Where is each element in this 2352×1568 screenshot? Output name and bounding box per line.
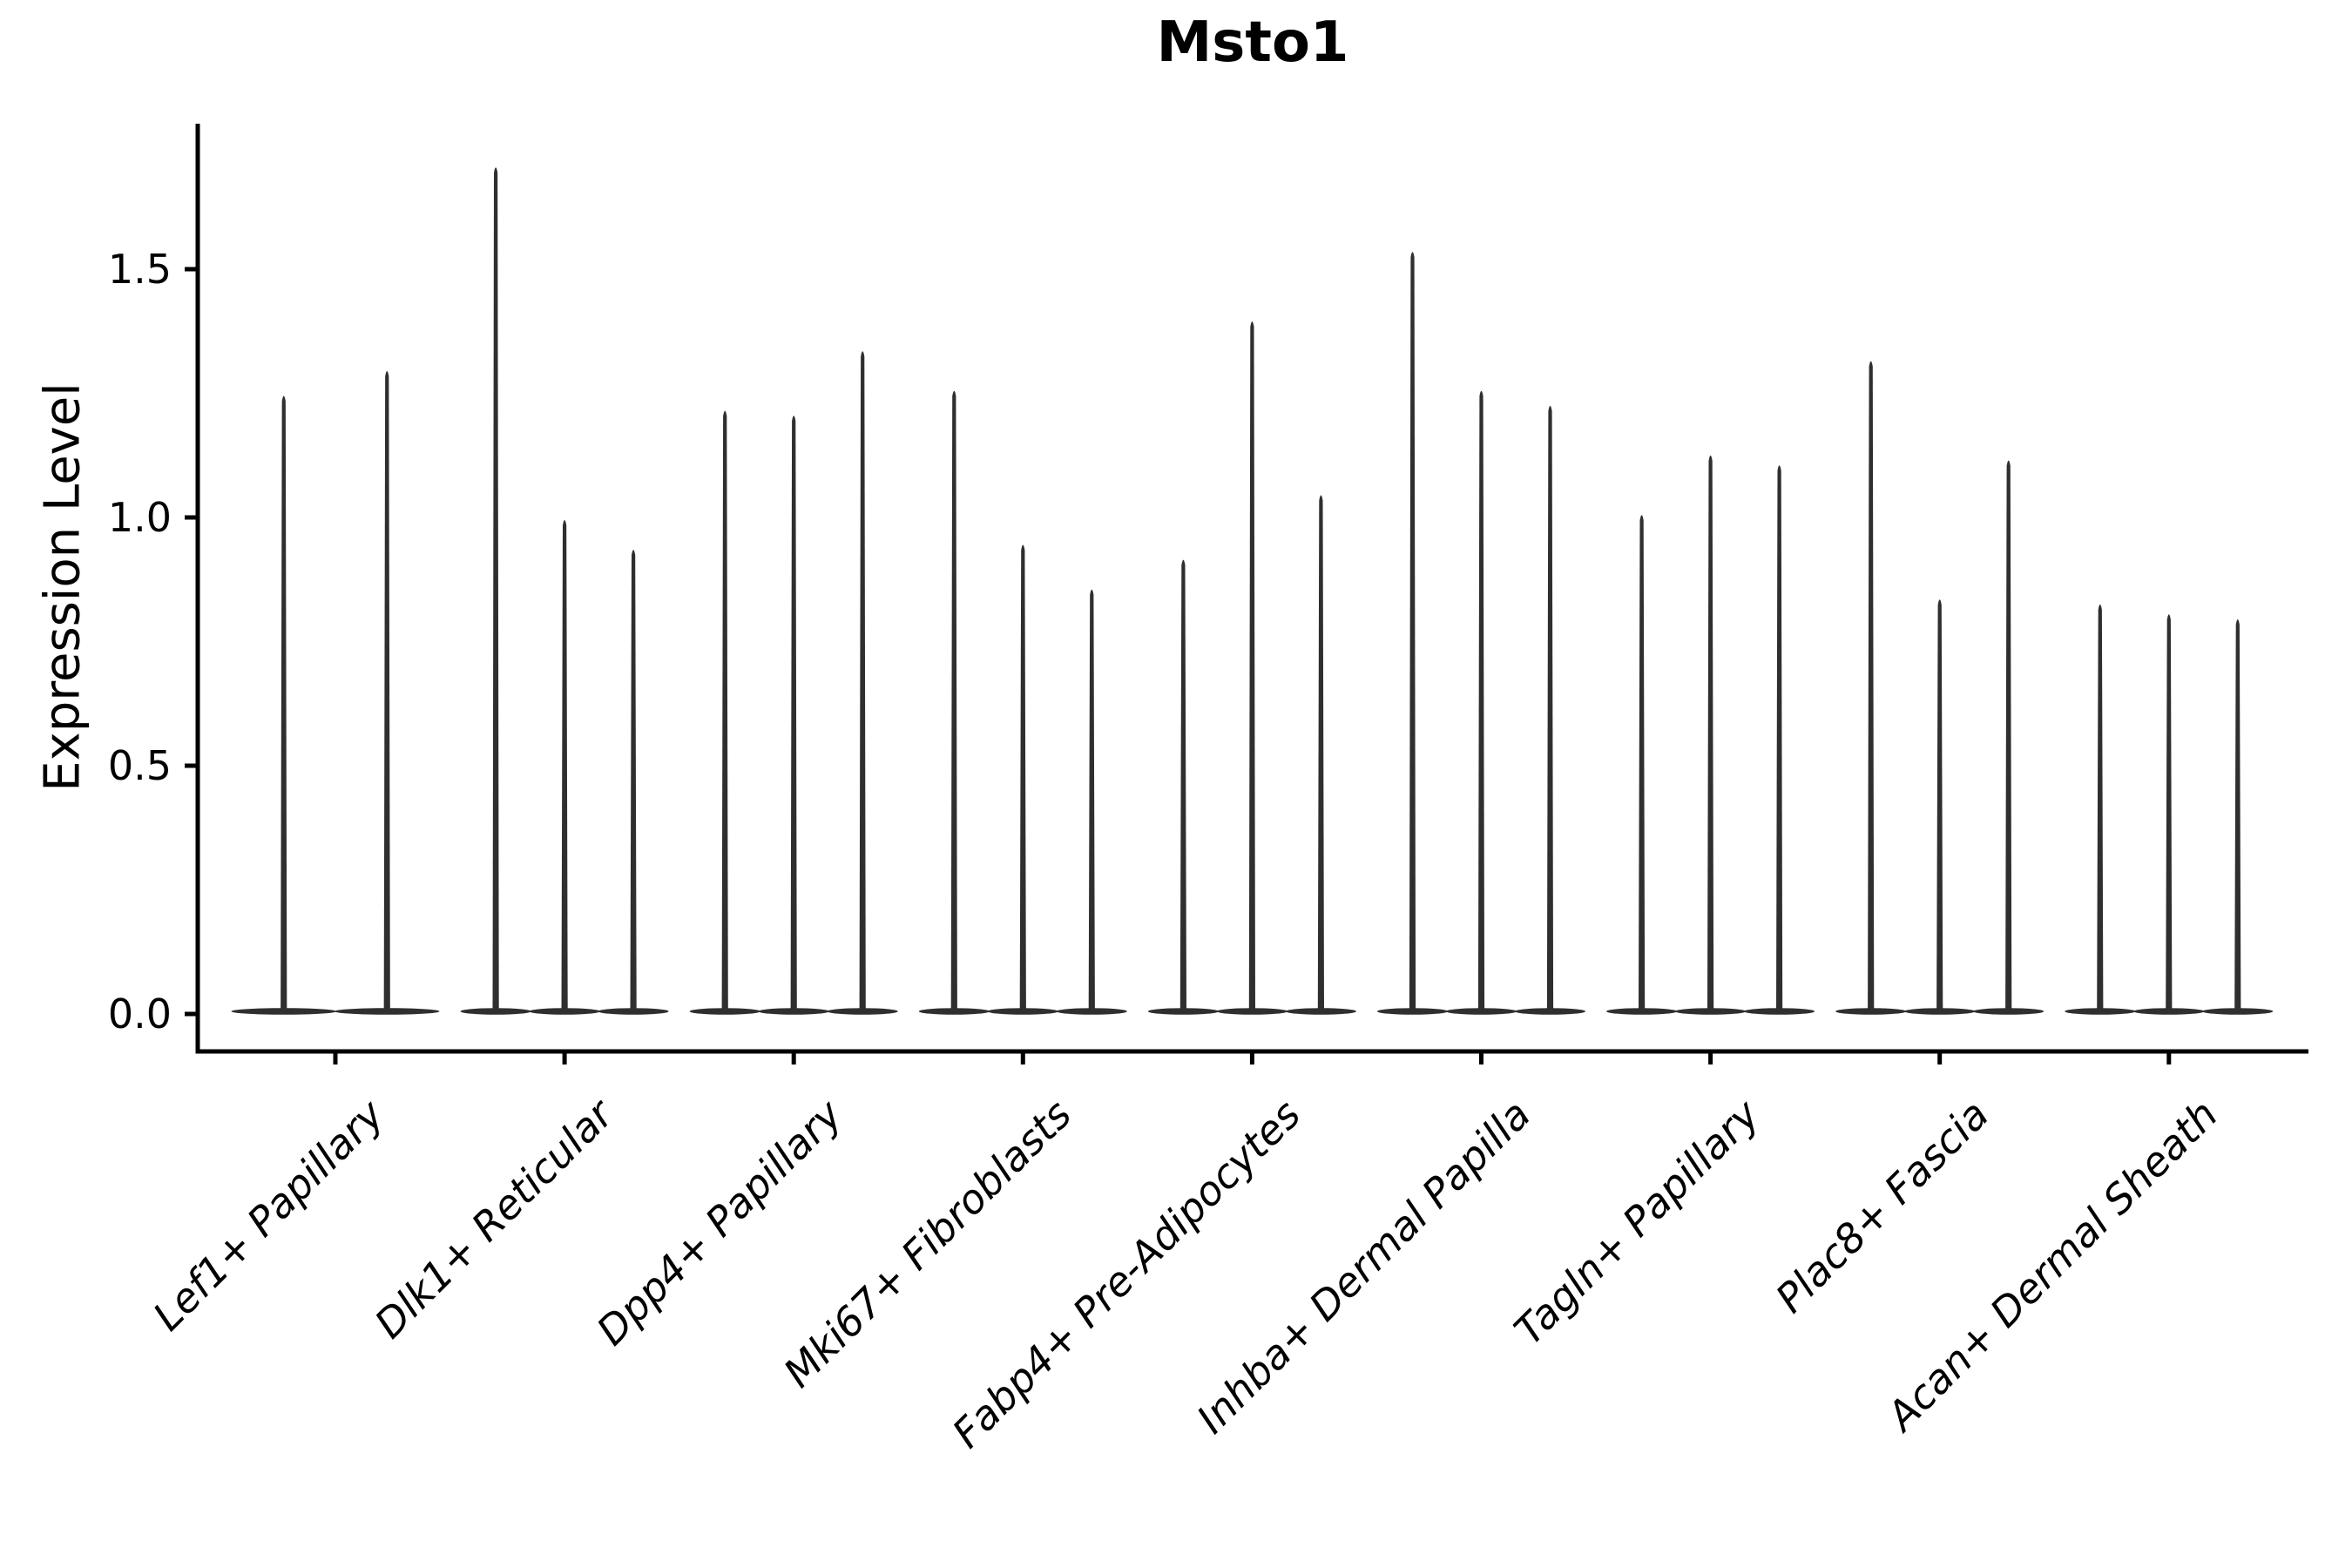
violin-spike [1707,455,1714,1011]
violin-spike [1248,321,1255,1011]
violin-spike [1409,252,1416,1011]
violin-spike [950,390,957,1011]
violin-spike [790,416,797,1011]
y-tick-label: 1.0 [107,494,172,541]
violin-spike [1868,361,1875,1012]
violin-spike [2166,614,2173,1011]
violin-spike [1936,599,1943,1011]
violin-spike [1546,405,1554,1011]
y-tick-label: 0.5 [107,742,172,789]
violin-spike [721,410,728,1012]
violin-spike [630,550,637,1011]
violin-spike [2005,460,2012,1011]
violin-spike [1639,515,1646,1011]
y-tick-label: 0.0 [107,990,172,1037]
violin-spike [1179,559,1186,1011]
violin-spike [492,167,499,1012]
violin-spike [1477,390,1485,1011]
violin-spike [280,395,287,1011]
violin-spike [2097,604,2104,1011]
violin-spike [1088,589,1095,1011]
violin-spike [2234,619,2241,1011]
y-axis-label: Expression Level [34,382,91,792]
chart-title: Msto1 [1156,10,1349,75]
violin-spike [561,520,568,1011]
violin-spike [859,351,866,1011]
violin-spike [1317,495,1324,1011]
violin-spike [1776,465,1783,1011]
violin-spike [383,371,390,1011]
y-tick-label: 1.5 [107,246,172,293]
violin-spike [1019,544,1026,1011]
